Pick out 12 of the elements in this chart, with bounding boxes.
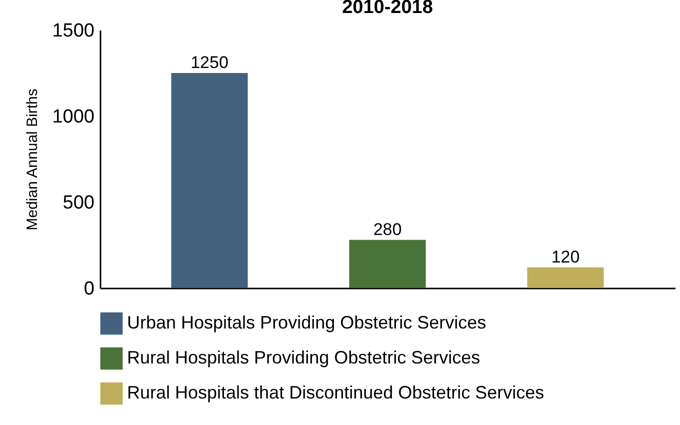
y-axis-title: Median Annual Births	[24, 88, 42, 230]
y-tick-label: 0	[84, 278, 94, 300]
chart-title: 2010-2018	[342, 0, 433, 18]
data-label: 280	[373, 220, 402, 239]
y-tick-label: 1000	[52, 106, 94, 128]
legend-label: Rural Hospitals Providing Obstetric Services	[127, 348, 480, 368]
legend-label: Urban Hospitals Providing Obstetric Services	[127, 312, 486, 332]
legend-label: Rural Hospitals that Discontinued Obstetric Services	[127, 382, 544, 402]
data-label: 120	[551, 247, 580, 266]
y-tick-label: 500	[62, 192, 94, 214]
data-label: 1250	[190, 53, 228, 72]
y-tick-label: 1500	[52, 20, 94, 42]
